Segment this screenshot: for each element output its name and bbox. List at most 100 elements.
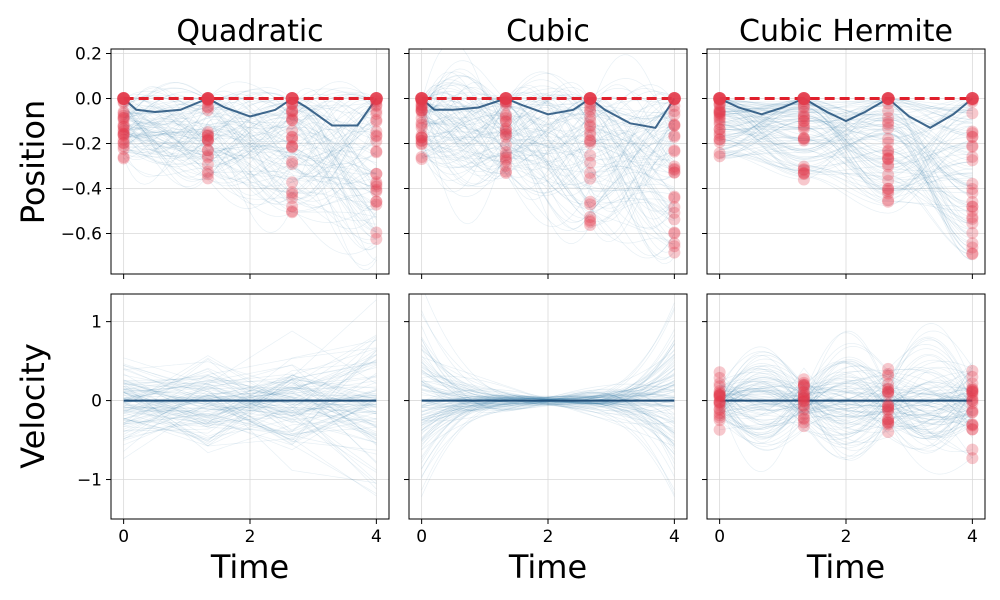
knot-sample-marker (713, 396, 726, 409)
knot-sample-marker (797, 112, 810, 125)
sample-trajectory (123, 381, 377, 413)
sample-trajectory (719, 381, 973, 420)
knot-sample-marker (966, 150, 979, 163)
sample-trajectory (719, 98, 973, 147)
sample-trajectory (123, 102, 377, 245)
knot-sample-marker (882, 400, 895, 413)
sample-trajectory (123, 337, 377, 446)
sample-trajectory (421, 336, 675, 477)
sample-trajectory (719, 98, 973, 163)
sample-trajectory (421, 100, 675, 225)
sample-trajectory (719, 375, 973, 414)
knot-sample-marker (966, 211, 979, 224)
knot-sample-marker (882, 382, 895, 395)
sample-trajectory (421, 357, 675, 435)
sample-trajectory (123, 379, 377, 415)
sample-trajectory (719, 116, 973, 195)
sample-trajectory (421, 102, 675, 206)
sample-trajectories (421, 49, 675, 265)
sample-trajectory (719, 382, 973, 432)
knot-sample-marker (584, 137, 597, 150)
knot-sample-marker (415, 105, 428, 118)
sample-trajectory (719, 368, 973, 475)
sample-trajectory (123, 397, 377, 451)
knot-sample-marker (370, 113, 383, 126)
sample-trajectory (123, 119, 377, 175)
sample-trajectory (719, 106, 973, 239)
sample-trajectory (123, 81, 377, 166)
sample-trajectory (719, 108, 973, 153)
sample-trajectory (719, 362, 973, 400)
sample-trajectory (719, 102, 973, 175)
sample-trajectory (123, 367, 377, 407)
knot-sample-marker (668, 227, 681, 240)
knot-sample-marker (286, 133, 299, 146)
sample-trajectory (123, 390, 377, 435)
knot-sample-marker (966, 125, 979, 138)
sample-trajectory (719, 360, 973, 421)
sample-trajectory (123, 90, 377, 216)
sample-trajectory (123, 367, 377, 482)
sample-trajectory (719, 336, 973, 419)
knot-sample-marker (713, 390, 726, 403)
sample-trajectory (123, 374, 377, 434)
knot-sample-marker (966, 200, 979, 213)
knot-sample-marker (797, 376, 810, 389)
sample-trajectory (421, 385, 675, 413)
sample-trajectory (421, 75, 675, 147)
sample-trajectory (719, 123, 973, 207)
knot-target-marker (499, 92, 513, 105)
knot-sample-marker (668, 166, 681, 179)
sample-trajectory (123, 404, 377, 424)
knot-sample-marker (882, 385, 895, 398)
knot-sample-marker (966, 385, 979, 398)
sample-trajectory (421, 388, 675, 413)
knot-sample-marker (415, 118, 428, 131)
sample-trajectory (123, 95, 377, 197)
tick-marks (702, 53, 973, 279)
knot-sample-marker (882, 377, 895, 390)
knot-sample-marker (584, 120, 597, 133)
sample-trajectory (719, 373, 973, 430)
sample-trajectory (123, 395, 377, 437)
sample-trajectory (123, 105, 377, 261)
knot-sample-marker (201, 101, 214, 114)
sample-trajectory (421, 117, 675, 234)
sample-trajectory (719, 377, 973, 411)
sample-trajectory (719, 126, 973, 194)
sample-trajectory (123, 375, 377, 428)
plot-area (719, 323, 973, 475)
sample-trajectory (719, 375, 973, 444)
sample-trajectory (719, 342, 973, 414)
knot-sample-marker (668, 108, 681, 121)
sample-trajectory (719, 109, 973, 176)
ylabel-velocity: Velocity (14, 343, 52, 469)
sample-trajectory (421, 345, 675, 445)
sample-trajectory (719, 367, 973, 431)
mean-trajectory (122, 97, 378, 127)
sample-trajectory (719, 110, 973, 158)
sample-trajectory (123, 81, 377, 203)
sample-trajectory (719, 338, 973, 423)
knot-markers (415, 92, 681, 259)
sample-trajectory (123, 381, 377, 452)
sample-trajectory (123, 97, 377, 202)
knot-sample-marker (584, 126, 597, 139)
knot-sample-marker (966, 418, 979, 431)
x-tick-label: 0 (416, 527, 427, 547)
sample-trajectory (719, 361, 973, 405)
sample-trajectory (719, 102, 973, 158)
sample-trajectory (421, 329, 675, 478)
sample-trajectory (719, 102, 973, 165)
sample-trajectory (421, 88, 675, 193)
sample-trajectory (123, 101, 377, 180)
sample-trajectory (719, 117, 973, 171)
sample-trajectory (421, 91, 675, 175)
knot-sample-marker (713, 123, 726, 136)
sample-trajectory (123, 107, 377, 168)
knot-sample-marker (797, 105, 810, 118)
sample-trajectory (719, 153, 973, 230)
sample-trajectory (123, 110, 377, 212)
knot-sample-marker (201, 165, 214, 178)
sample-trajectory (123, 98, 377, 212)
